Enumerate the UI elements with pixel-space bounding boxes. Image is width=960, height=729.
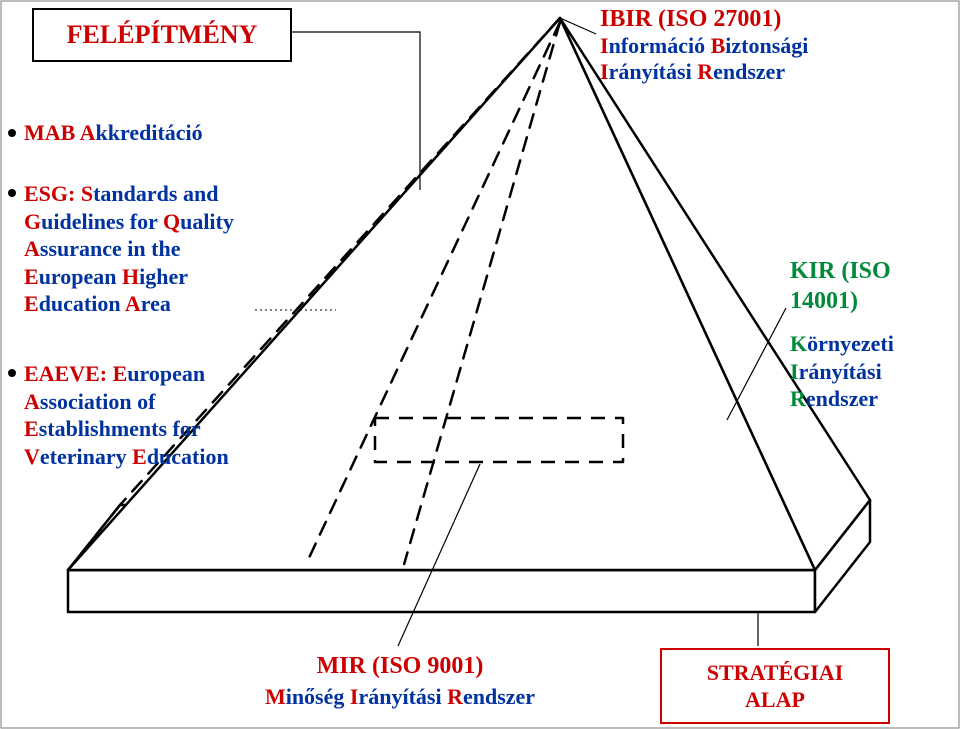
kir-block: KIR (ISO 14001) Környezeti Irányítási Re… bbox=[790, 256, 960, 413]
eaeve-text: EAEVE: European Association of Establish… bbox=[24, 360, 278, 470]
esg-text: ESG: Standards and Guidelines for Qualit… bbox=[24, 180, 264, 318]
esg-item: ESG: Standards and Guidelines for Qualit… bbox=[8, 180, 264, 318]
ibir-block: IBIR (ISO 27001) Információ Biztonsági I… bbox=[600, 6, 930, 85]
mir-title: MIR (ISO 9001) bbox=[210, 650, 590, 682]
diagram-canvas: FELÉPÍTMÉNY IBIR (ISO 27001) Információ … bbox=[0, 0, 960, 729]
strat-line-1: STRATÉGIAI bbox=[707, 659, 844, 687]
kir-title: KIR (ISO 14001) bbox=[790, 256, 960, 316]
mir-block: MIR (ISO 9001) Minőség Irányítási Rendsz… bbox=[210, 650, 590, 712]
bullet-icon bbox=[8, 369, 16, 377]
mab-item: MAB Akkreditáció bbox=[8, 120, 203, 146]
ibir-line-2: Információ Biztonsági bbox=[600, 33, 930, 59]
bullet-icon bbox=[8, 189, 16, 197]
ibir-title: IBIR (ISO 27001) bbox=[600, 6, 930, 33]
bullet-icon bbox=[8, 129, 16, 137]
ibir-line-3: Irányítási Rendszer bbox=[600, 59, 930, 85]
strategiai-alap-box: STRATÉGIAI ALAP bbox=[660, 648, 890, 724]
felepitmeny-label: FELÉPÍTMÉNY bbox=[67, 20, 258, 50]
strat-line-2: ALAP bbox=[745, 686, 805, 714]
eaeve-item: EAEVE: European Association of Establish… bbox=[8, 360, 278, 470]
mab-text: MAB Akkreditáció bbox=[24, 120, 203, 146]
mir-body: Minőség Irányítási Rendszer bbox=[210, 682, 590, 712]
felepitmeny-box: FELÉPÍTMÉNY bbox=[32, 8, 292, 62]
kir-body: Környezeti Irányítási Rendszer bbox=[790, 330, 960, 413]
